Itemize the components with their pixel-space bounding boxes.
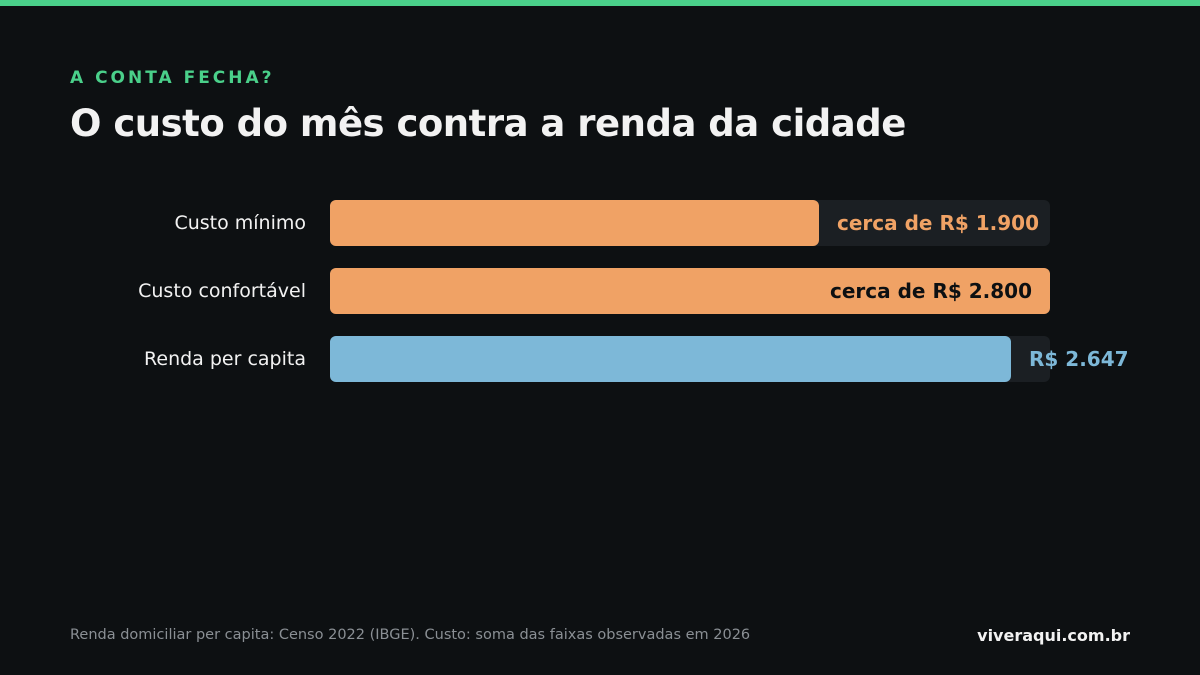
data-label: R$ 2.647 (1029, 347, 1129, 371)
chart-title: O custo do mês contra a renda da cidade (70, 102, 906, 145)
bar (330, 268, 1050, 314)
bar-row-renda-per-capita: Renda per capita R$ 2.647 (0, 336, 1200, 382)
top-accent-bar (0, 0, 1200, 6)
bar-row-custo-minimo: Custo mínimo cerca de R$ 1.900 (0, 200, 1200, 246)
bar-row-custo-confortavel: Custo confortável cerca de R$ 2.800 (0, 268, 1200, 314)
eyebrow-label: A CONTA FECHA? (70, 68, 275, 88)
data-label: cerca de R$ 1.900 (837, 211, 1039, 235)
category-label: Renda per capita (144, 348, 306, 370)
brand-link[interactable]: viveraqui.com.br (977, 626, 1130, 645)
bar (330, 200, 819, 246)
category-label: Custo mínimo (174, 212, 306, 234)
bar (330, 336, 1011, 382)
data-label: cerca de R$ 2.800 (830, 279, 1032, 303)
source-footnote: Renda domiciliar per capita: Censo 2022 … (70, 627, 751, 643)
category-label: Custo confortável (138, 280, 306, 302)
